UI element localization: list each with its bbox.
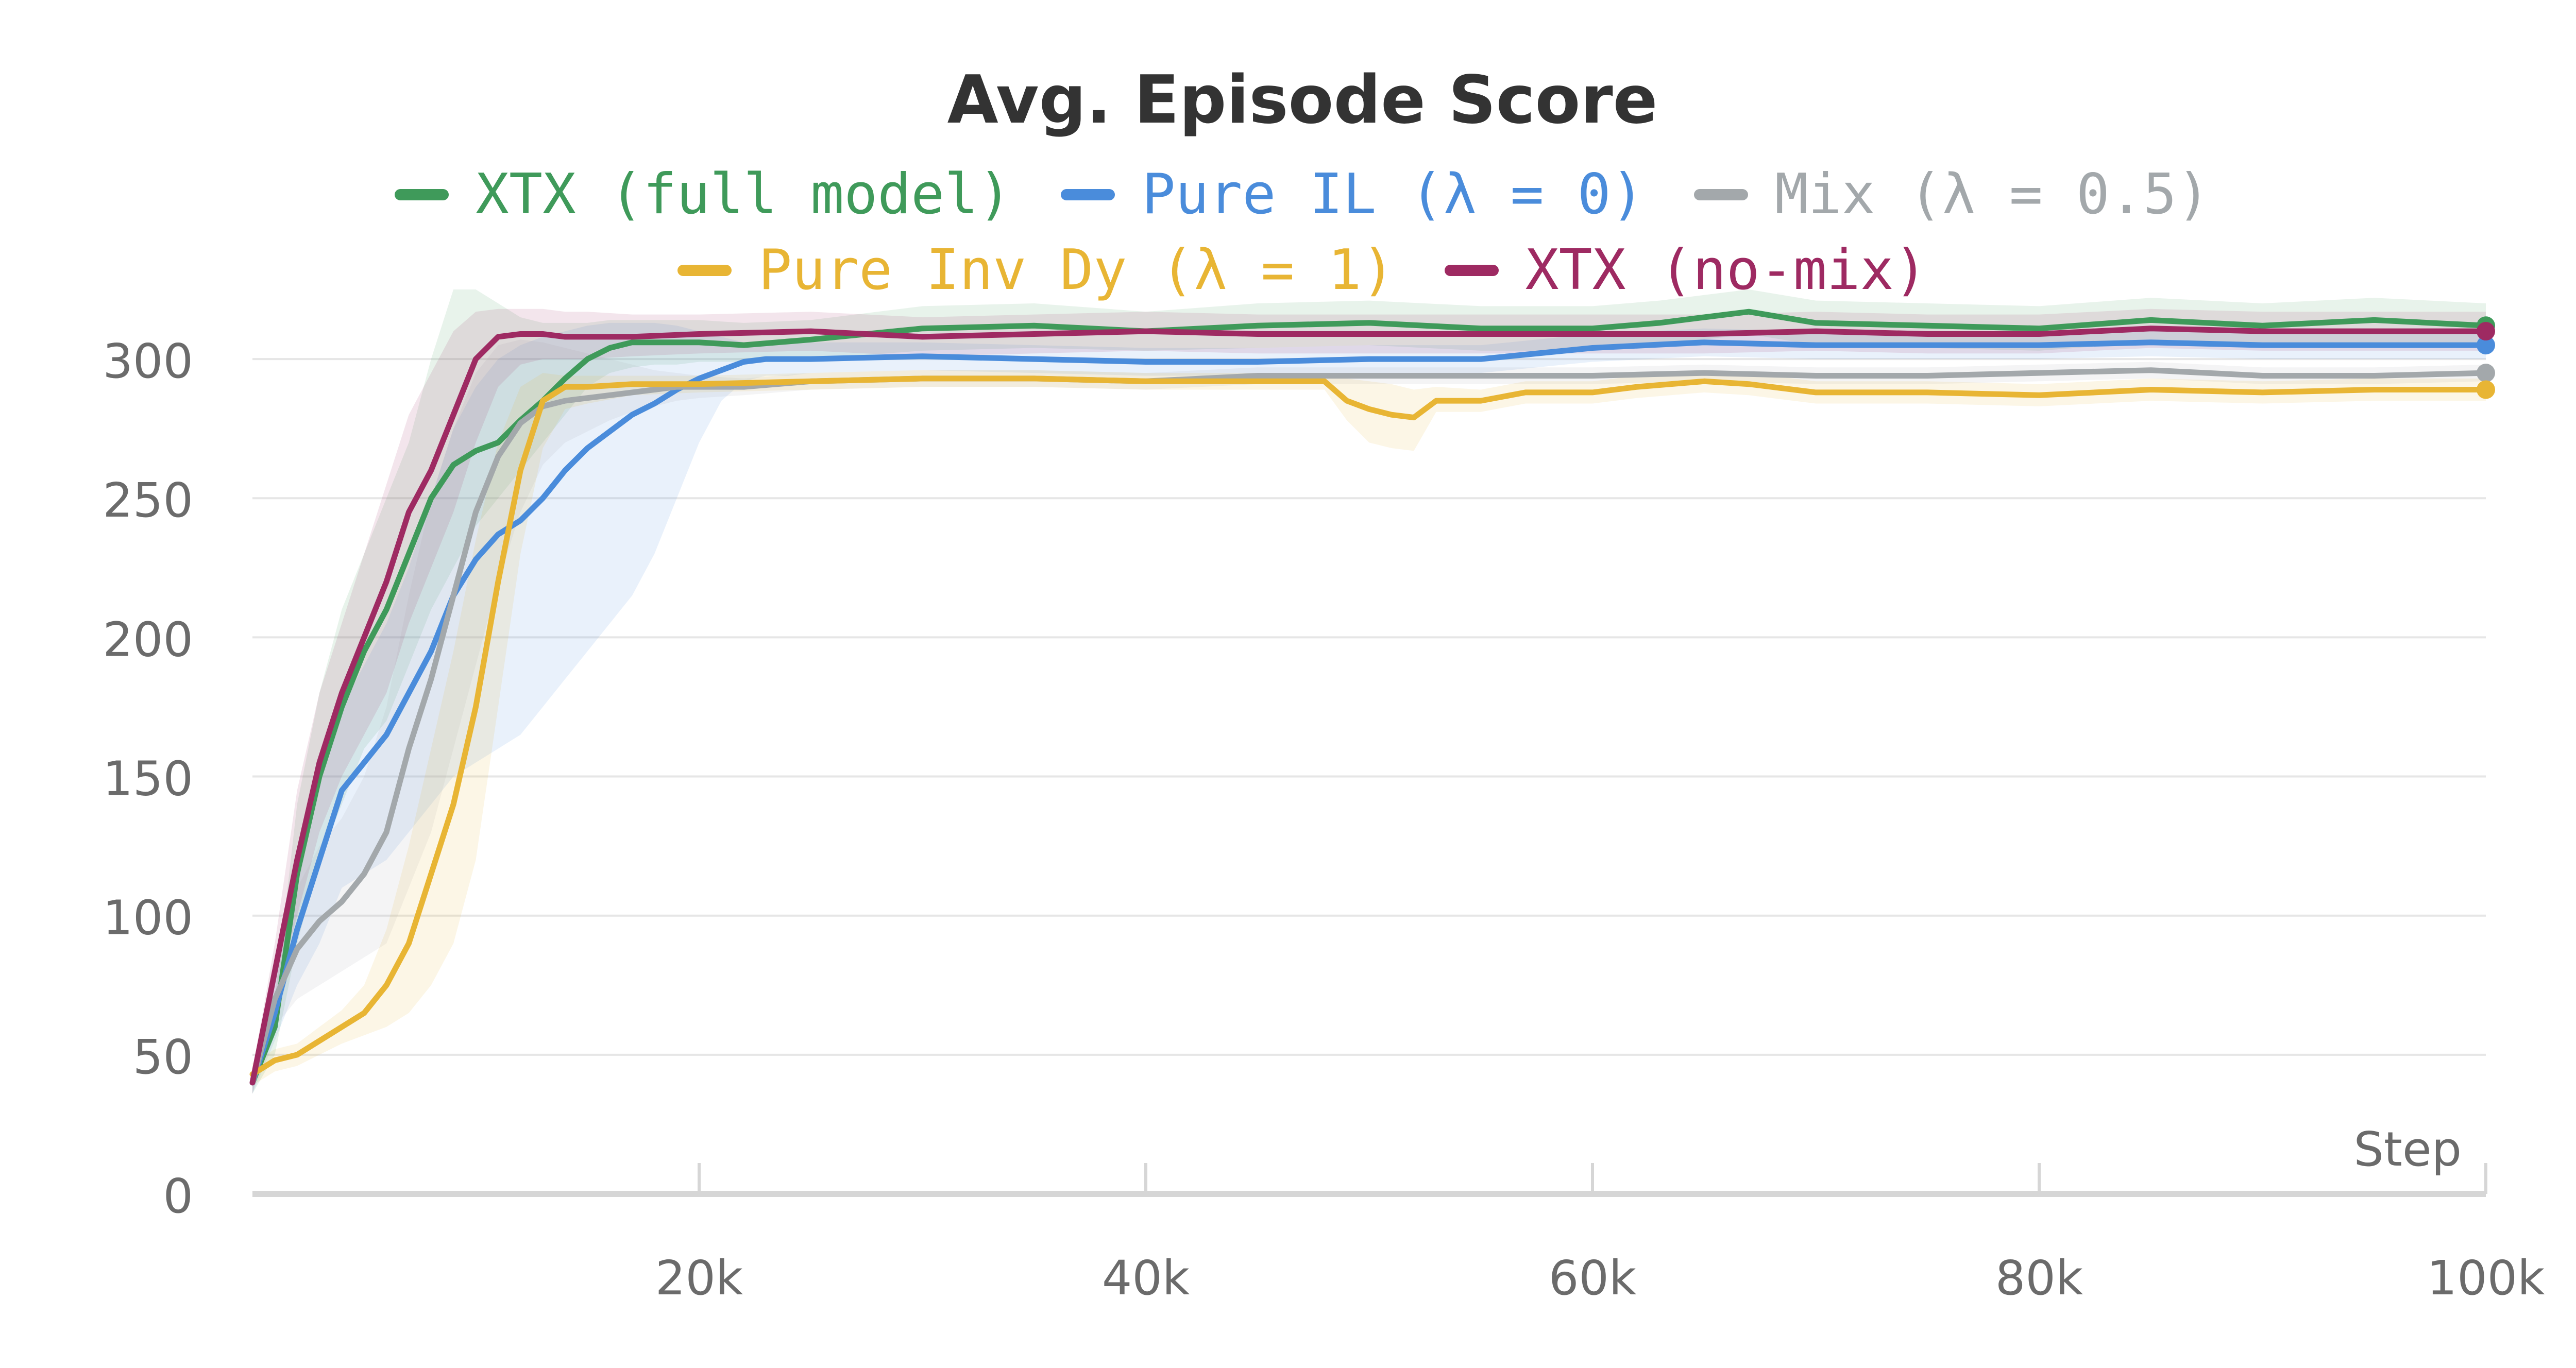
legend-row-2: Pure Inv Dy (λ = 1) XTX (no-mix) xyxy=(0,238,2576,302)
series-end-point-1 xyxy=(2477,336,2495,355)
legend-item-xtx-no-mix[interactable]: XTX (no-mix) xyxy=(1444,238,1927,302)
series-line-1 xyxy=(249,339,2489,1086)
series-line-3 xyxy=(249,375,2489,1078)
y-tick-label-50: 50 xyxy=(133,1030,193,1085)
y-tick-label-250: 250 xyxy=(103,473,193,528)
legend-label-xtx-full-model: XTX (full model) xyxy=(476,162,1012,227)
legend-row-1: XTX (full model) Pure IL (λ = 0) Mix (λ … xyxy=(0,162,2576,227)
legend-item-pure-il[interactable]: Pure IL (λ = 0) xyxy=(1061,162,1645,227)
legend-label-xtx-no-mix: XTX (no-mix) xyxy=(1525,238,1927,302)
y-tick-label-200: 200 xyxy=(103,612,193,667)
series-band-0 xyxy=(252,289,2486,1094)
legend-item-xtx-full-model[interactable]: XTX (full model) xyxy=(395,162,1011,227)
series-line-0 xyxy=(249,309,2489,1086)
legend-label-pure-il: Pure IL (λ = 0) xyxy=(1142,162,1645,227)
series-line-2 xyxy=(249,367,2489,1086)
series-band-2 xyxy=(252,339,2486,1094)
legend-swatch-xtx-no-mix xyxy=(1444,264,1499,276)
series-band-4 xyxy=(252,309,2486,1094)
legend-swatch-pure-inv-dy xyxy=(677,264,732,276)
legend-swatch-pure-il xyxy=(1061,189,1115,200)
legend-item-pure-inv-dy[interactable]: Pure Inv Dy (λ = 1) xyxy=(677,238,1395,302)
series-end-point-4 xyxy=(2477,322,2495,341)
series-end-point-2 xyxy=(2477,364,2495,383)
legend-swatch-xtx-full-model xyxy=(395,189,449,200)
x-tick-label-60k: 60k xyxy=(1549,1251,1637,1306)
chart-title: Avg. Episode Score xyxy=(947,62,1658,139)
series-end-point-3 xyxy=(2477,380,2495,399)
legend-label-mix: Mix (λ = 0.5) xyxy=(1774,162,2210,227)
y-tick-label-100: 100 xyxy=(103,891,193,946)
legend-item-mix[interactable]: Mix (λ = 0.5) xyxy=(1693,162,2210,227)
y-tick-label-300: 300 xyxy=(103,334,193,389)
x-tick-label-100k: 100k xyxy=(2427,1251,2546,1306)
legend-swatch-mix xyxy=(1693,189,1748,200)
x-tick-label-20k: 20k xyxy=(655,1251,743,1306)
x-axis-title: Step xyxy=(2354,1122,2462,1177)
y-tick-label-150: 150 xyxy=(103,751,193,807)
x-tick-label-80k: 80k xyxy=(1995,1251,2083,1306)
series-line-4 xyxy=(249,326,2489,1086)
legend-label-pure-inv-dy: Pure Inv Dy (λ = 1) xyxy=(758,238,1395,302)
x-tick-label-40k: 40k xyxy=(1102,1251,1190,1306)
series-band-1 xyxy=(252,322,2486,1094)
y-tick-label-0: 0 xyxy=(163,1169,193,1224)
